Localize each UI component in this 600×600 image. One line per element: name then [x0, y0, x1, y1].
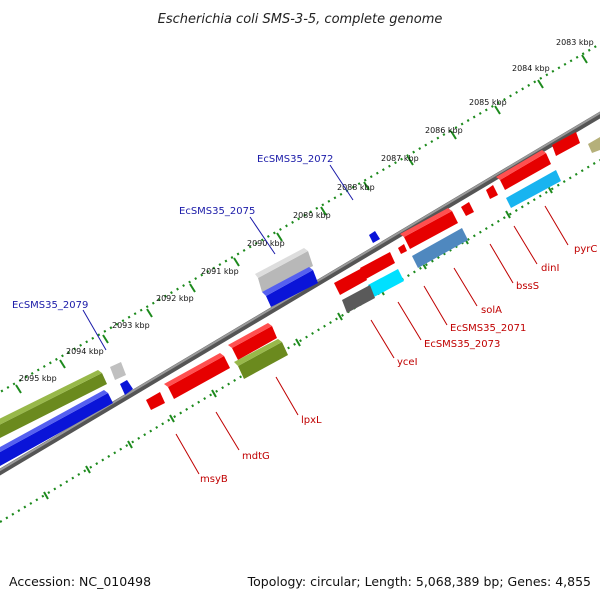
forward-leaders — [82, 164, 354, 351]
cds-feature-lpxL-shade — [228, 323, 272, 348]
gene-label-ecsms35-2073[interactable]: EcSMS35_2073 — [424, 339, 500, 350]
cds-feature-bssS[interactable] — [486, 185, 498, 199]
cds-feature-blue-mid[interactable] — [266, 270, 318, 307]
gene-label-msyB[interactable]: msyB — [200, 474, 228, 485]
gene-label-ecsms35-2072[interactable]: EcSMS35_2072 — [257, 154, 333, 165]
cds-feature-2071-shade — [400, 208, 452, 237]
cds-feature-green-mid[interactable] — [238, 342, 288, 379]
gene-label-solA[interactable]: solA — [481, 305, 502, 316]
cds-feature-msyB[interactable] — [146, 392, 165, 410]
accession-text: Accession: NC_010498 — [9, 574, 151, 589]
cds-feature-gray[interactable] — [258, 251, 313, 292]
cds-feature-blue-shade — [0, 390, 108, 452]
cds-feature-sky[interactable] — [506, 170, 561, 208]
cds-feature-2073[interactable] — [360, 252, 395, 279]
kbp-labels: 2083 kbp 2084 kbp 2085 kbp 2086 kbp 2087… — [19, 38, 594, 383]
cds-feature-steel[interactable] — [412, 228, 468, 268]
gene-label-yceI[interactable]: yceI — [397, 357, 418, 368]
reverse-labels: pyrC dinI bssS solA EcSMS35_2071 EcSMS35… — [200, 244, 597, 485]
cds-feature-blue-mid-shade — [262, 267, 313, 296]
reverse-leaders — [175, 205, 569, 475]
tick-label: 2094 kbp — [66, 347, 104, 356]
cds-feature-pyrC[interactable] — [552, 132, 580, 156]
tick-label: 2088 kbp — [337, 183, 375, 192]
forward-labels: EcSMS35_2072 EcSMS35_2075 EcSMS35_2079 — [12, 154, 333, 311]
gene-label-lpxL[interactable]: lpxL — [301, 415, 322, 426]
cds-feature-solA[interactable] — [461, 202, 474, 216]
cds-feature-gray-shade — [255, 248, 308, 278]
tick-label: 2090 kbp — [247, 239, 285, 248]
cds-feature-dark[interactable] — [342, 285, 375, 313]
cds-feature-red-tiny[interactable] — [398, 244, 407, 254]
cds-feature-cyan[interactable] — [368, 269, 404, 297]
inner-tick-ring — [0, 159, 600, 523]
tick-label: 2092 kbp — [156, 294, 194, 303]
cds-feature-gray-small[interactable] — [110, 362, 126, 380]
cds-feature-olive[interactable] — [588, 137, 600, 153]
tick-label: 2084 kbp — [512, 64, 550, 73]
reverse-features — [146, 132, 600, 410]
forward-features — [0, 231, 380, 466]
tick-label: 2095 kbp — [19, 374, 57, 383]
tick-label: 2085 kbp — [469, 98, 507, 107]
tick-label: 2083 kbp — [556, 38, 594, 47]
gene-label-bssS[interactable]: bssS — [516, 281, 539, 292]
outer-tick-ring — [0, 43, 600, 394]
outer-major-ticks — [15, 54, 588, 394]
gene-label-ecsms35-2071[interactable]: EcSMS35_2071 — [450, 323, 526, 334]
cds-feature-green-mid-shade — [234, 339, 282, 366]
tick-label: 2091 kbp — [201, 267, 239, 276]
gene-label-pyrC[interactable]: pyrC — [574, 244, 597, 255]
tick-label: 2093 kbp — [112, 321, 150, 330]
genome-summary-text: Topology: circular; Length: 5,068,389 bp… — [247, 574, 591, 589]
cds-feature-dinI-shade — [496, 150, 546, 180]
gene-label-ecsms35-2079[interactable]: EcSMS35_2079 — [12, 300, 88, 311]
genome-title: Escherichia coli SMS-3-5, complete genom… — [158, 12, 443, 27]
tick-label: 2089 kbp — [293, 211, 331, 220]
tick-label: 2086 kbp — [425, 126, 463, 135]
cds-feature-lpxL[interactable] — [232, 326, 277, 360]
tick-label: 2087 kbp — [381, 154, 419, 163]
gene-label-mdtG[interactable]: mdtG — [242, 451, 270, 462]
cds-feature-2071[interactable] — [404, 211, 458, 249]
cds-feature-green-shade — [0, 370, 102, 425]
cds-feature-yceI[interactable] — [334, 268, 367, 295]
cds-feature-mdtG[interactable] — [168, 356, 230, 399]
cds-feature-blue-small[interactable] — [120, 380, 133, 395]
cds-feature-blue-tiny[interactable] — [369, 231, 380, 243]
cds-feature-blue[interactable] — [0, 393, 113, 466]
cds-feature-mdtG-shade — [164, 353, 224, 387]
cds-feature-dinI[interactable] — [500, 153, 551, 190]
cds-feature-green[interactable] — [0, 373, 107, 438]
gene-label-dinI[interactable]: dinI — [541, 263, 559, 274]
gene-label-ecsms35-2075[interactable]: EcSMS35_2075 — [179, 206, 255, 217]
